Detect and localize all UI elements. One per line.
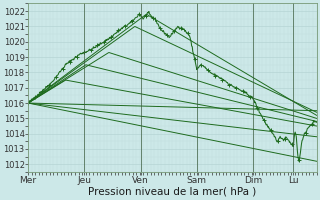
- X-axis label: Pression niveau de la mer( hPa ): Pression niveau de la mer( hPa ): [88, 187, 256, 197]
